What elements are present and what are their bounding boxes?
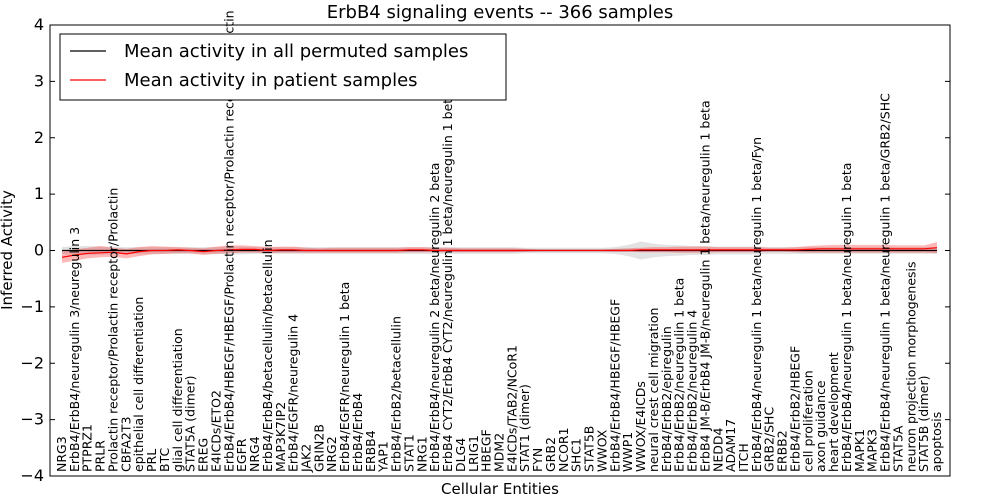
- category-label: ErbB4/ErbB2/epiregulin: [659, 326, 674, 472]
- category-label: CBFA2T3: [118, 417, 133, 472]
- legend: Mean activity in all permuted samples Mea…: [59, 33, 507, 101]
- category-label: STAT5B: [582, 426, 597, 472]
- category-label: heart development: [826, 352, 841, 472]
- legend-label: Mean activity in all permuted samples: [124, 41, 468, 62]
- y-tick-label: −3: [20, 410, 44, 429]
- category-label: MDM2: [492, 433, 507, 472]
- category-label: STAT1 (dimer): [517, 384, 532, 472]
- category-label: GRIN2B: [311, 424, 326, 472]
- category-label: EREG: [196, 438, 211, 472]
- category-label: NEDD4: [710, 428, 725, 472]
- category-label: EGFR: [234, 438, 249, 472]
- y-tick-label: 3: [34, 71, 44, 90]
- category-label: MAPK3: [865, 429, 880, 472]
- category-label: NRG4: [247, 436, 262, 472]
- legend-box: [59, 33, 507, 101]
- category-label: GRB2: [543, 437, 558, 472]
- plot-frame: [49, 24, 951, 477]
- category-label: MAP3K7IP2: [273, 402, 288, 472]
- category-label: ADAM17: [723, 419, 738, 472]
- category-label: ErbB4/EGFR/neuregulin 4: [286, 314, 301, 472]
- category-label: ErbB4/EGFR/neuregulin 1 beta: [337, 282, 352, 472]
- y-axis-title: Inferred Activity: [0, 190, 16, 310]
- category-label: ErbB4/ErbB2/neuregulin 4: [685, 310, 700, 472]
- x-axis-title: Cellular Entities: [441, 480, 559, 498]
- category-label: NRG1: [414, 436, 429, 472]
- category-label: PTPRZ1: [80, 424, 95, 472]
- category-label: GRB2/SHC: [762, 407, 777, 472]
- category-label: ErbB4/ErbB4/HBEGF/HBEGF/Prolactin recept…: [221, 10, 236, 472]
- category-label: PRL: [144, 449, 159, 472]
- category-label: LRIG1: [466, 435, 481, 472]
- category-label: ErbB4/ErbB4/betacellulin/betacellulin: [260, 239, 275, 472]
- category-label: ErbB4/ErbB2/HBEGF: [788, 346, 803, 472]
- y-tick-label: 4: [34, 15, 44, 34]
- category-label: ITCH: [736, 443, 751, 472]
- series-lines: [61, 247, 938, 258]
- y-tick-label: −4: [20, 466, 44, 485]
- category-label: WWOX/E4ICDs: [633, 381, 648, 472]
- category-label: STAT5A: [890, 425, 905, 472]
- patient-line: [61, 247, 938, 258]
- category-label: ErbB4/ErbB4/neuregulin 3/neuregulin 3: [67, 227, 82, 472]
- category-label: cell proliferation: [800, 370, 815, 472]
- category-label: ErbB4/ErbB4/neuregulin 1 beta/neuregulin…: [749, 137, 764, 472]
- category-label: E4ICDs/ETO2: [208, 390, 223, 472]
- category-label: NRG3: [54, 436, 69, 472]
- chart-title: ErbB4 signaling events -- 366 samples: [327, 2, 674, 23]
- category-label: WWP1: [620, 432, 635, 472]
- category-label: Prolactin receptor/Prolactin receptor/Pr…: [106, 188, 121, 472]
- category-label: E4ICDs/TAB2/NCoR1: [504, 345, 519, 472]
- category-label: DLG4: [453, 438, 468, 472]
- category-label: ErbB4/ErbB2/betacellulin: [389, 316, 404, 472]
- category-label: neural crest cell migration: [646, 308, 661, 472]
- category-label: ErbB4/ErbB4: [350, 393, 365, 472]
- category-label: WWOX: [594, 429, 609, 472]
- category-label: ErbB4/ErbB4/neuregulin 1 beta/neuregulin…: [839, 163, 854, 472]
- patient-band: [62, 242, 937, 263]
- category-label: YAP1: [376, 441, 391, 473]
- category-label: ERBB2: [775, 430, 790, 472]
- category-label: axon guidance: [813, 380, 828, 472]
- category-label: ErbB4 CYT2/ErbB4 CYT2/neuregulin 1 beta/…: [440, 91, 455, 472]
- y-tick-label: −2: [20, 353, 44, 372]
- y-tick-label: −1: [20, 297, 44, 316]
- category-label: NRG2: [324, 436, 339, 472]
- category-label: NCOR1: [556, 427, 571, 472]
- category-label: STAT5B (dimer): [916, 376, 931, 472]
- category-label: ERBB4: [363, 430, 378, 472]
- category-label: ErbB4/ErbB4/HBEGF/HBEGF: [607, 299, 622, 472]
- category-label: neuron projection morphogenesis: [903, 261, 918, 472]
- category-label: BTC: [157, 448, 172, 472]
- category-label: apoptosis: [929, 412, 944, 472]
- y-tick-label: 2: [34, 128, 44, 147]
- category-label: ErbB4 JM-B/ErbB4 JM-B/neuregulin 1 beta/…: [697, 100, 712, 472]
- category-label: STAT1: [401, 434, 416, 472]
- category-label: ErbB4/ErbB2/neuregulin 1 beta: [672, 278, 687, 472]
- category-label: glial cell differentiation: [170, 328, 185, 472]
- y-axis: 4 3 2 1 0 −1 −2 −3 −4: [20, 15, 950, 485]
- category-label: HBEGF: [479, 429, 494, 472]
- category-label: SHC1: [569, 438, 584, 472]
- category-label: FYN: [530, 448, 545, 472]
- y-tick-label: 1: [34, 184, 44, 203]
- category-label: PRLR: [93, 440, 108, 472]
- legend-label: Mean activity in patient samples: [124, 70, 418, 91]
- category-label: JAK2: [299, 444, 314, 473]
- category-label: epithelial cell differentiation: [131, 297, 146, 472]
- y-tick-label: 0: [34, 241, 44, 260]
- category-label: ErbB4/ErbB4/neuregulin 1 beta/neuregulin…: [878, 93, 893, 472]
- category-label: STAT5A (dimer): [183, 376, 198, 472]
- category-label: MAPK1: [852, 429, 867, 472]
- category-label: ErbB4/ErbB4/neuregulin 2 beta/neuregulin…: [427, 163, 442, 472]
